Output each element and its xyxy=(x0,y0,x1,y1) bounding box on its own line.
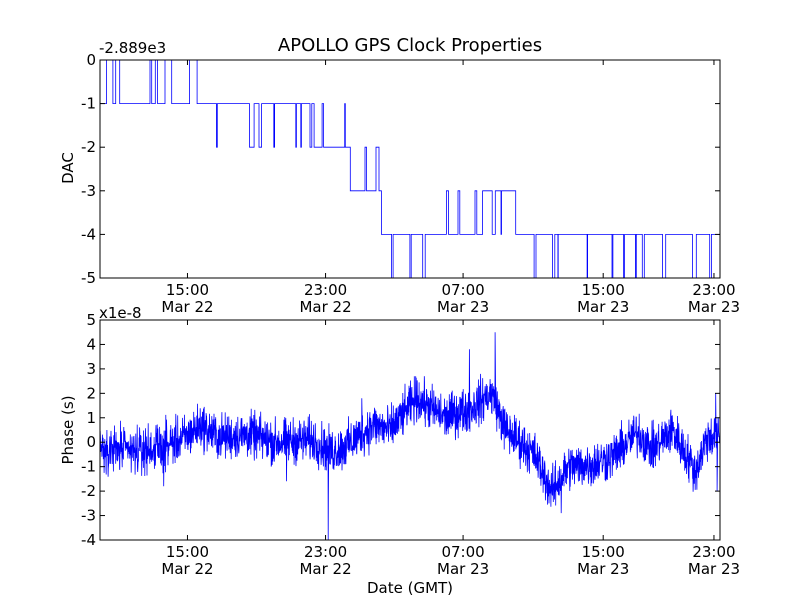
phase-x-tick-date: Mar 23 xyxy=(688,560,740,578)
phase-offset-label: x1e-8 xyxy=(99,304,142,322)
dac-y-tick-label: -1 xyxy=(81,95,96,113)
phase-x-tick-time: 23:00 xyxy=(692,543,735,561)
phase-chart: x1e-8 Phase (s) Date (GMT) 5 4 3 2 1 0 -1 -2 -3 -… xyxy=(59,304,740,597)
phase-y-tick-label: -1 xyxy=(81,458,96,476)
dac-x-tick-date: Mar 23 xyxy=(577,298,629,316)
dac-x-tick-date: Mar 23 xyxy=(688,298,740,316)
dac-x-tick-date: Mar 23 xyxy=(437,298,489,316)
dac-y-tick-label: -2 xyxy=(81,138,96,156)
dac-x-tick-time: 15:00 xyxy=(582,281,625,299)
dac-y-tick-label: -5 xyxy=(81,269,96,287)
phase-x-tick-time: 15:00 xyxy=(166,543,209,561)
phase-x-tick-time: 15:00 xyxy=(582,543,625,561)
phase-x-tick-time: 07:00 xyxy=(441,543,484,561)
phase-y-tick-label: 0 xyxy=(86,433,96,451)
phase-y-tick-label: -2 xyxy=(81,482,96,500)
dac-chart: APOLLO GPS Clock Properties -2.889e3 DAC… xyxy=(59,35,740,316)
phase-y-tick-label: 3 xyxy=(86,360,96,378)
phase-plot-frame xyxy=(99,319,721,541)
phase-x-tick-date: Mar 22 xyxy=(161,560,213,578)
dac-offset-label: -2.889e3 xyxy=(99,39,166,57)
dac-x-tick-time: 23:00 xyxy=(692,281,735,299)
dac-y-ticks: 0 -1 -2 -3 -4 -5 xyxy=(81,51,720,287)
phase-line xyxy=(100,332,720,540)
dac-y-tick-label: -4 xyxy=(81,225,96,243)
phase-y-tick-label: 1 xyxy=(86,409,96,427)
phase-x-tick-date: Mar 23 xyxy=(577,560,629,578)
dac-series xyxy=(100,60,720,278)
phase-y-tick-label: 2 xyxy=(86,384,96,402)
phase-y-tick-label: -3 xyxy=(81,507,96,525)
chart-title: APOLLO GPS Clock Properties xyxy=(278,35,542,56)
dac-x-tick-date: Mar 22 xyxy=(299,298,351,316)
dac-y-tick-label: -3 xyxy=(81,182,96,200)
phase-y-axis-label: Phase (s) xyxy=(59,395,77,464)
dac-x-tick-time: 07:00 xyxy=(441,281,484,299)
dac-line xyxy=(100,60,720,278)
phase-x-tick-date: Mar 22 xyxy=(299,560,351,578)
phase-x-tick-time: 23:00 xyxy=(304,543,347,561)
dac-x-tick-time: 23:00 xyxy=(304,281,347,299)
dac-x-tick-date: Mar 22 xyxy=(161,298,213,316)
dac-plot-frame xyxy=(99,59,721,279)
phase-x-tick-date: Mar 23 xyxy=(437,560,489,578)
phase-y-ticks: 5 4 3 2 1 0 -1 -2 -3 -4 xyxy=(81,311,720,549)
dac-x-tick-time: 15:00 xyxy=(166,281,209,299)
dac-y-axis-label: DAC xyxy=(59,152,77,184)
dac-y-tick-label: 0 xyxy=(86,51,96,69)
phase-x-axis-label: Date (GMT) xyxy=(367,579,453,597)
phase-y-tick-label: 5 xyxy=(86,311,96,329)
phase-series xyxy=(100,332,720,540)
phase-y-tick-label: 4 xyxy=(86,335,96,353)
phase-y-tick-label: -4 xyxy=(81,531,96,549)
